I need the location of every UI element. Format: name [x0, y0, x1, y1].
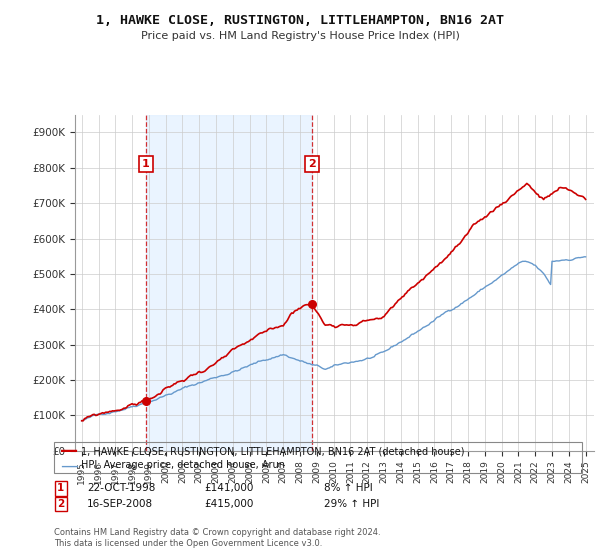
Text: 16-SEP-2008: 16-SEP-2008 — [87, 499, 153, 509]
Text: 1, HAWKE CLOSE, RUSTINGTON, LITTLEHAMPTON, BN16 2AT: 1, HAWKE CLOSE, RUSTINGTON, LITTLEHAMPTO… — [96, 14, 504, 27]
Text: 1: 1 — [142, 159, 149, 169]
Text: £141,000: £141,000 — [204, 483, 253, 493]
Text: —: — — [60, 456, 78, 474]
Text: HPI: Average price, detached house, Arun: HPI: Average price, detached house, Arun — [81, 460, 285, 470]
Text: 29% ↑ HPI: 29% ↑ HPI — [324, 499, 379, 509]
Text: 2: 2 — [57, 499, 64, 509]
Bar — [146, 115, 312, 451]
Text: 8% ↑ HPI: 8% ↑ HPI — [324, 483, 373, 493]
Text: 22-OCT-1998: 22-OCT-1998 — [87, 483, 155, 493]
Text: Price paid vs. HM Land Registry's House Price Index (HPI): Price paid vs. HM Land Registry's House … — [140, 31, 460, 41]
Text: —: — — [60, 442, 78, 460]
Text: £415,000: £415,000 — [204, 499, 253, 509]
Text: Contains HM Land Registry data © Crown copyright and database right 2024.
This d: Contains HM Land Registry data © Crown c… — [54, 528, 380, 548]
Text: 1: 1 — [57, 483, 64, 493]
Text: 2: 2 — [308, 159, 316, 169]
Text: 1, HAWKE CLOSE, RUSTINGTON, LITTLEHAMPTON, BN16 2AT (detached house): 1, HAWKE CLOSE, RUSTINGTON, LITTLEHAMPTO… — [81, 446, 464, 456]
